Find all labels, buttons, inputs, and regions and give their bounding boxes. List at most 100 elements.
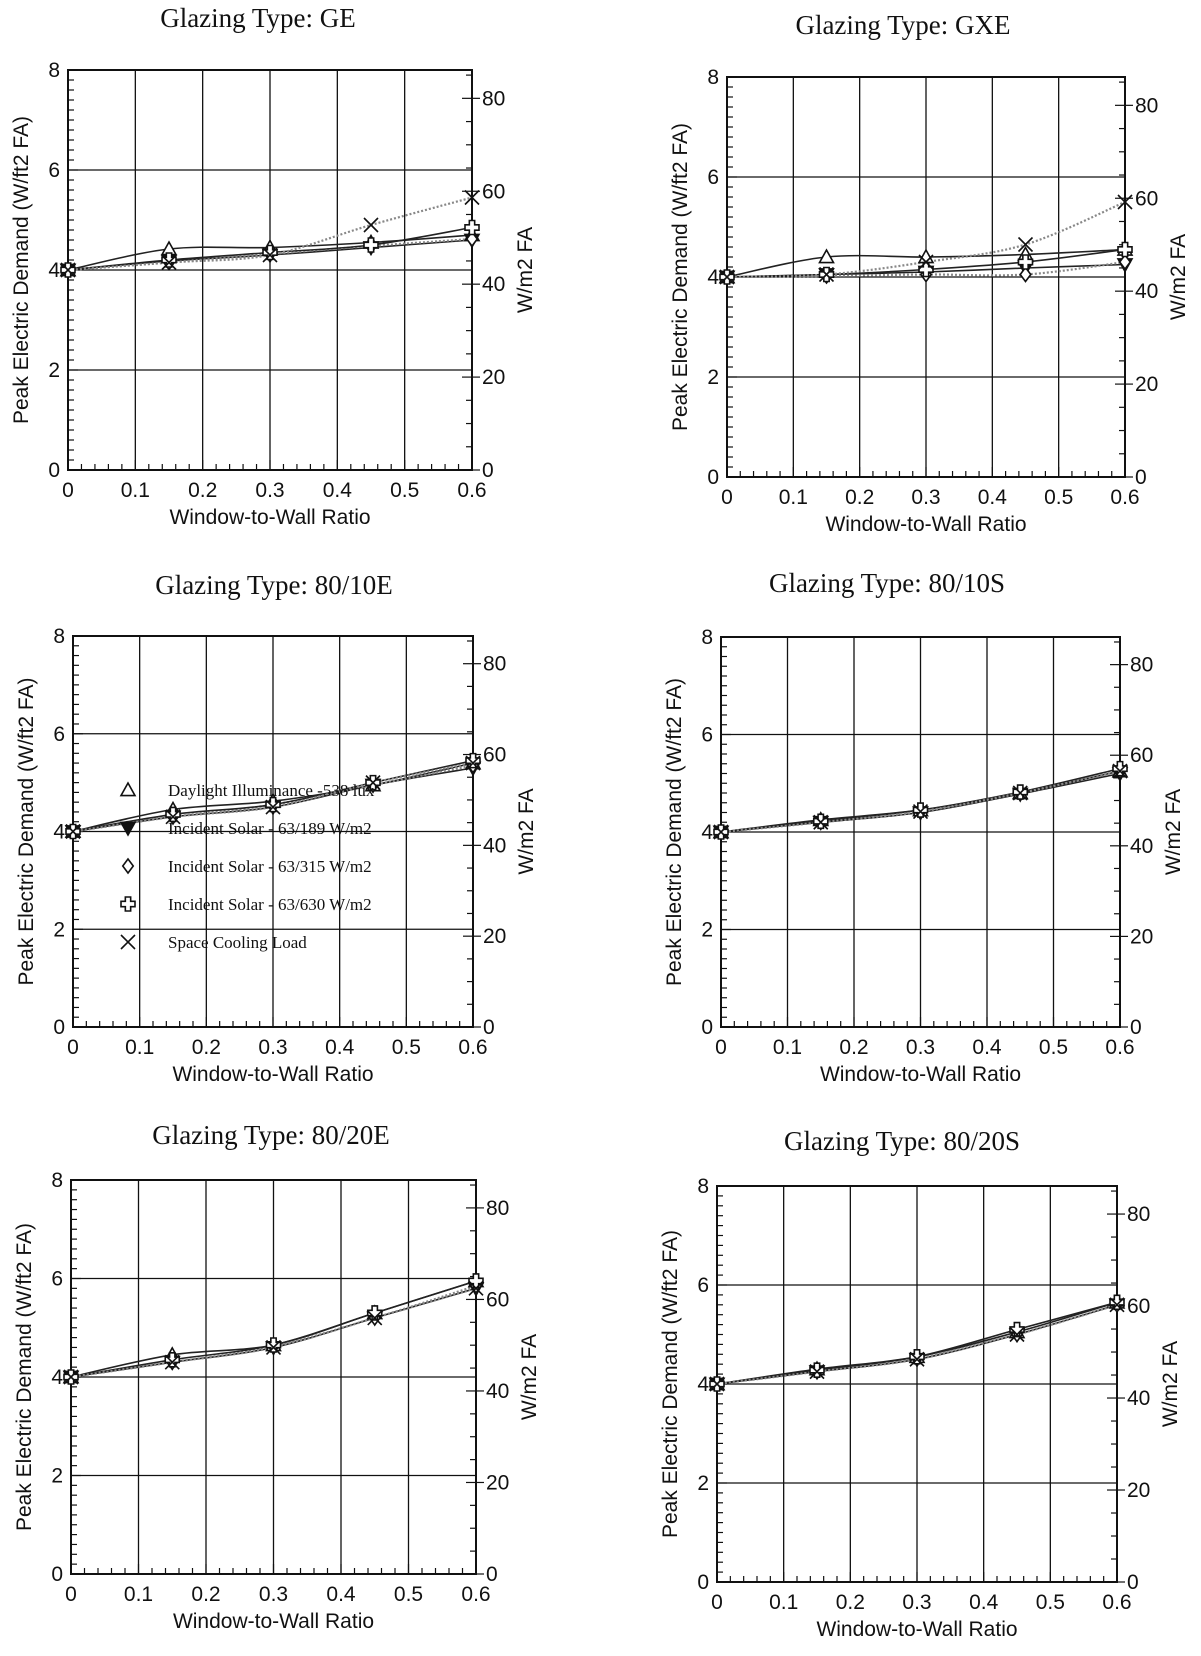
x-tick-label: 0.2: [192, 1036, 221, 1059]
y2-axis-label: W/m2 FA: [515, 788, 538, 874]
y-tick-label: 0: [53, 1016, 65, 1039]
data-point: [262, 244, 278, 261]
y-tick-label: 6: [701, 724, 713, 747]
y-tick-label: 8: [707, 66, 719, 89]
chart-title: Glazing Type: 80/20S: [784, 1126, 1020, 1156]
y2-tick-label: 20: [1127, 1479, 1150, 1502]
x-tick-label: 0.6: [457, 479, 486, 502]
x-tick-label: 0.2: [188, 479, 217, 502]
y2-tick-label: 60: [1127, 1295, 1150, 1318]
y-tick-label: 2: [48, 359, 60, 382]
y-axis-label: Peak Electric Demand (W/ft2 FA): [13, 1223, 36, 1531]
legend-marker: [119, 821, 137, 837]
data-point: [164, 1354, 180, 1370]
y2-tick-label: 40: [1127, 1387, 1150, 1410]
data-point: [464, 189, 480, 206]
x-tick-label: 0.6: [1110, 486, 1139, 509]
y-tick-label: 6: [697, 1274, 709, 1297]
x-axis-label: Window-to-Wall Ratio: [172, 1063, 373, 1086]
chart-title: Glazing Type: 80/20E: [152, 1120, 390, 1150]
x-tick-label: 0: [62, 479, 74, 502]
y-tick-label: 4: [48, 259, 60, 282]
data-point: [909, 1351, 925, 1367]
data-point: [161, 254, 177, 271]
data-point: [1019, 266, 1032, 283]
y-tick-label: 2: [53, 918, 65, 941]
y2-tick-label: 40: [483, 834, 506, 857]
y2-tick-label: 0: [486, 1563, 498, 1586]
x-tick-label: 0.4: [972, 1036, 1002, 1059]
y-tick-label: 8: [697, 1175, 709, 1198]
y-tick-label: 0: [701, 1016, 713, 1039]
x-tick-label: 0.2: [845, 486, 874, 509]
x-tick-label: 0.5: [1039, 1036, 1068, 1059]
y2-tick-label: 60: [1135, 187, 1158, 210]
data-point: [363, 237, 379, 253]
x-tick-label: 0.6: [1102, 1591, 1131, 1614]
x-tick-label: 0.5: [390, 479, 419, 502]
data-point: [818, 266, 835, 283]
y-tick-label: 6: [48, 159, 60, 182]
data-point: [813, 814, 829, 830]
y-tick-label: 4: [701, 821, 713, 844]
data-point: [60, 262, 76, 278]
y-tick-label: 6: [707, 166, 719, 189]
y-tick-label: 4: [51, 1366, 63, 1389]
data-point: [1012, 785, 1028, 801]
data-point: [918, 254, 934, 270]
x-tick-label: 0.3: [911, 486, 940, 509]
data-point: [1117, 194, 1133, 210]
data-point: [709, 1376, 725, 1392]
data-point: [164, 1351, 181, 1368]
x-tick-label: 0.2: [836, 1591, 865, 1614]
x-tick-label: 0: [721, 486, 733, 509]
chart-title: Glazing Type: GXE: [795, 10, 1010, 40]
y2-tick-label: 60: [482, 180, 505, 203]
data-point: [1117, 241, 1133, 258]
y-tick-label: 8: [48, 59, 60, 82]
x-tick-label: 0.1: [769, 1591, 798, 1614]
data-point: [1118, 253, 1132, 271]
y2-axis-label: W/m2 FA: [514, 227, 537, 313]
x-tick-label: 0.1: [125, 1036, 154, 1059]
x-axis-label: Window-to-Wall Ratio: [169, 506, 370, 529]
data-point: [1017, 254, 1034, 270]
y2-tick-label: 80: [1127, 1203, 1150, 1226]
x-tick-label: 0.1: [773, 1036, 802, 1059]
y-tick-label: 4: [707, 266, 719, 289]
legend-label: Daylight Illuminance -538 lux: [168, 781, 375, 800]
legend-label: Space Cooling Load: [168, 933, 307, 952]
data-point: [65, 823, 81, 840]
data-point: [818, 248, 835, 264]
x-tick-label: 0.3: [902, 1591, 931, 1614]
y-axis-label: Peak Electric Demand (W/ft2 FA): [663, 678, 686, 986]
y2-tick-label: 0: [482, 459, 494, 482]
data-point: [468, 1273, 484, 1289]
legend-marker: [121, 857, 135, 875]
chart-title: Glazing Type: GE: [160, 3, 356, 33]
y2-tick-label: 40: [1130, 835, 1153, 858]
y-axis-label: Peak Electric Demand (W/ft2 FA): [659, 1230, 682, 1538]
data-point: [809, 1362, 825, 1378]
y-axis-label: Peak Electric Demand (W/ft2 FA): [669, 123, 692, 431]
x-tick-label: 0.5: [1036, 1591, 1065, 1614]
chart-panel: Glazing Type: GE0 0.1 0.2 0.3 0.4 0.5 0.602468…: [10, 3, 537, 529]
x-tick-label: 0.3: [259, 1583, 288, 1606]
legend-label: Incident Solar - 63/189 W/m2: [168, 819, 372, 838]
legend-marker: [120, 896, 136, 912]
data-point: [468, 1280, 484, 1296]
legend-label: Incident Solar - 63/630 W/m2: [168, 895, 372, 914]
x-tick-label: 0: [711, 1591, 723, 1614]
data-point: [1112, 763, 1128, 779]
y2-tick-label: 0: [1127, 1571, 1139, 1594]
x-tick-label: 0.4: [325, 1036, 355, 1059]
y2-tick-label: 20: [486, 1471, 509, 1494]
x-tick-label: 0.4: [326, 1583, 356, 1606]
x-tick-label: 0.4: [323, 479, 353, 502]
y-axis-label: Peak Electric Demand (W/ft2 FA): [15, 677, 38, 985]
y-tick-label: 4: [53, 821, 65, 844]
